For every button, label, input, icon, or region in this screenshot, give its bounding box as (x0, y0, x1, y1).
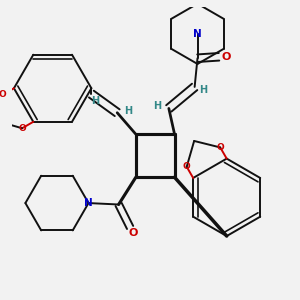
Text: O: O (0, 90, 7, 99)
Text: H: H (92, 96, 100, 106)
Text: O: O (128, 228, 138, 238)
Text: H: H (124, 106, 133, 116)
Text: O: O (183, 162, 190, 171)
Text: H: H (153, 100, 161, 110)
Text: O: O (221, 52, 231, 62)
Text: N: N (193, 29, 202, 39)
Text: O: O (18, 124, 26, 133)
Text: N: N (84, 198, 93, 208)
Text: O: O (216, 143, 224, 152)
Text: H: H (199, 85, 207, 95)
